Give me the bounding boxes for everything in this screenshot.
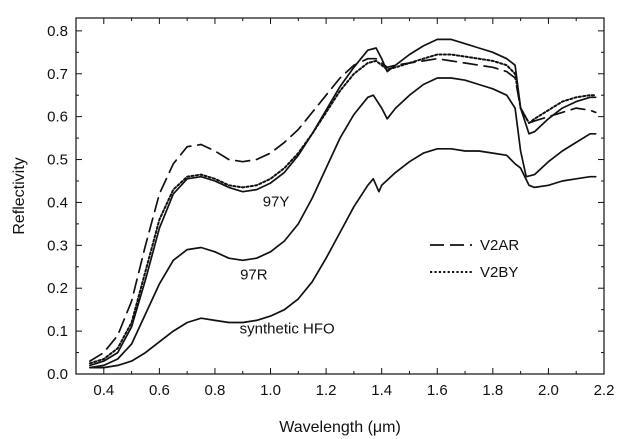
x-tick-label: 0.8 xyxy=(205,382,226,399)
y-tick-label: 0.2 xyxy=(47,280,68,297)
x-tick-label: 1.4 xyxy=(371,382,392,399)
x-tick-label: 1.8 xyxy=(482,382,503,399)
legend: V2AR V2BY xyxy=(430,237,519,281)
y-axis-ticks: 0.0 0.1 0.2 0.3 0.4 0.5 0.6 0.7 0.8 xyxy=(47,23,604,383)
x-axis-ticks: 0.4 0.6 0.8 1.0 1.2 1.4 1.6 1.8 2.0 2.2 xyxy=(93,18,614,399)
series-line-synthetic-hfo xyxy=(89,147,597,369)
plot-frame xyxy=(75,17,605,375)
y-tick-label: 0.8 xyxy=(47,23,68,40)
y-tick-label: 0.5 xyxy=(47,152,68,169)
x-tick-label: 1.0 xyxy=(260,382,281,399)
y-tick-label: 0.3 xyxy=(47,237,68,254)
y-tick-label: 0.0 xyxy=(47,366,68,383)
x-axis-title: Wavelength (μm) xyxy=(279,419,401,436)
annotations: 97Y 97R synthetic HFO xyxy=(240,194,335,338)
x-tick-label: 1.6 xyxy=(427,382,448,399)
x-tick-label: 1.2 xyxy=(316,382,337,399)
series-line-97r xyxy=(89,77,597,369)
series-layer xyxy=(88,38,597,369)
curve-label: synthetic HFO xyxy=(240,320,335,337)
y-tick-label: 0.4 xyxy=(47,194,68,211)
y-tick-label: 0.7 xyxy=(47,66,68,83)
x-tick-label: 2.2 xyxy=(594,382,615,399)
x-tick-label: 2.0 xyxy=(538,382,559,399)
curve-label: 97R xyxy=(240,267,268,284)
legend-label-v2by: V2BY xyxy=(480,264,518,281)
y-tick-label: 0.6 xyxy=(47,109,68,126)
legend-label-v2ar: V2AR xyxy=(480,237,519,254)
x-tick-label: 0.4 xyxy=(93,382,114,399)
y-axis-title: Reflectivity xyxy=(11,157,28,234)
curve-label: 97Y xyxy=(263,194,290,211)
x-tick-label: 0.6 xyxy=(149,382,170,399)
y-tick-label: 0.1 xyxy=(47,323,68,340)
series-line-97y xyxy=(89,38,597,367)
